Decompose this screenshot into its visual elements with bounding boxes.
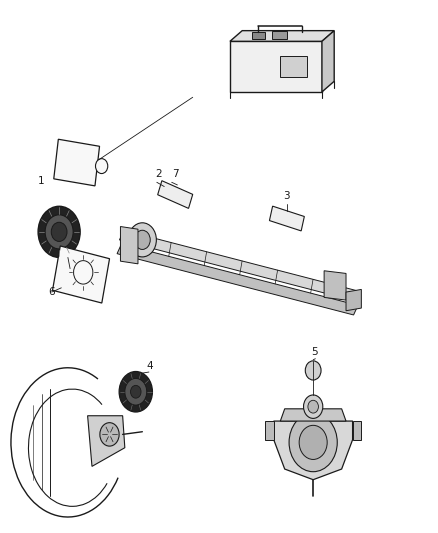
Polygon shape: [230, 30, 334, 42]
Polygon shape: [265, 421, 274, 440]
Polygon shape: [252, 32, 265, 39]
Circle shape: [308, 400, 318, 413]
Circle shape: [305, 361, 321, 380]
Circle shape: [289, 413, 337, 472]
Circle shape: [304, 395, 323, 418]
Polygon shape: [88, 416, 125, 466]
Polygon shape: [280, 56, 307, 77]
Circle shape: [51, 222, 67, 241]
Circle shape: [134, 230, 150, 249]
Circle shape: [119, 372, 152, 412]
Circle shape: [95, 159, 108, 174]
Circle shape: [299, 425, 327, 459]
Text: 2: 2: [155, 169, 162, 179]
Circle shape: [125, 378, 147, 405]
Polygon shape: [272, 30, 287, 39]
Text: 6: 6: [48, 287, 55, 297]
Text: 7: 7: [172, 169, 179, 179]
Circle shape: [45, 215, 73, 249]
Text: 3: 3: [283, 191, 290, 201]
Text: 5: 5: [311, 347, 318, 357]
Circle shape: [100, 423, 119, 446]
Polygon shape: [274, 421, 353, 480]
Circle shape: [38, 206, 80, 257]
Polygon shape: [322, 30, 334, 92]
Polygon shape: [353, 421, 361, 440]
Polygon shape: [120, 230, 360, 301]
Circle shape: [74, 261, 93, 284]
Polygon shape: [269, 206, 304, 231]
Polygon shape: [346, 289, 361, 311]
Polygon shape: [158, 181, 193, 208]
Polygon shape: [54, 139, 99, 186]
Polygon shape: [280, 409, 346, 421]
Text: 4: 4: [146, 361, 153, 372]
Polygon shape: [324, 271, 346, 300]
Polygon shape: [117, 244, 358, 315]
Circle shape: [131, 385, 141, 398]
Polygon shape: [120, 227, 138, 264]
Polygon shape: [230, 42, 322, 92]
Text: 1: 1: [37, 176, 44, 186]
Polygon shape: [53, 246, 110, 303]
Circle shape: [128, 223, 156, 257]
